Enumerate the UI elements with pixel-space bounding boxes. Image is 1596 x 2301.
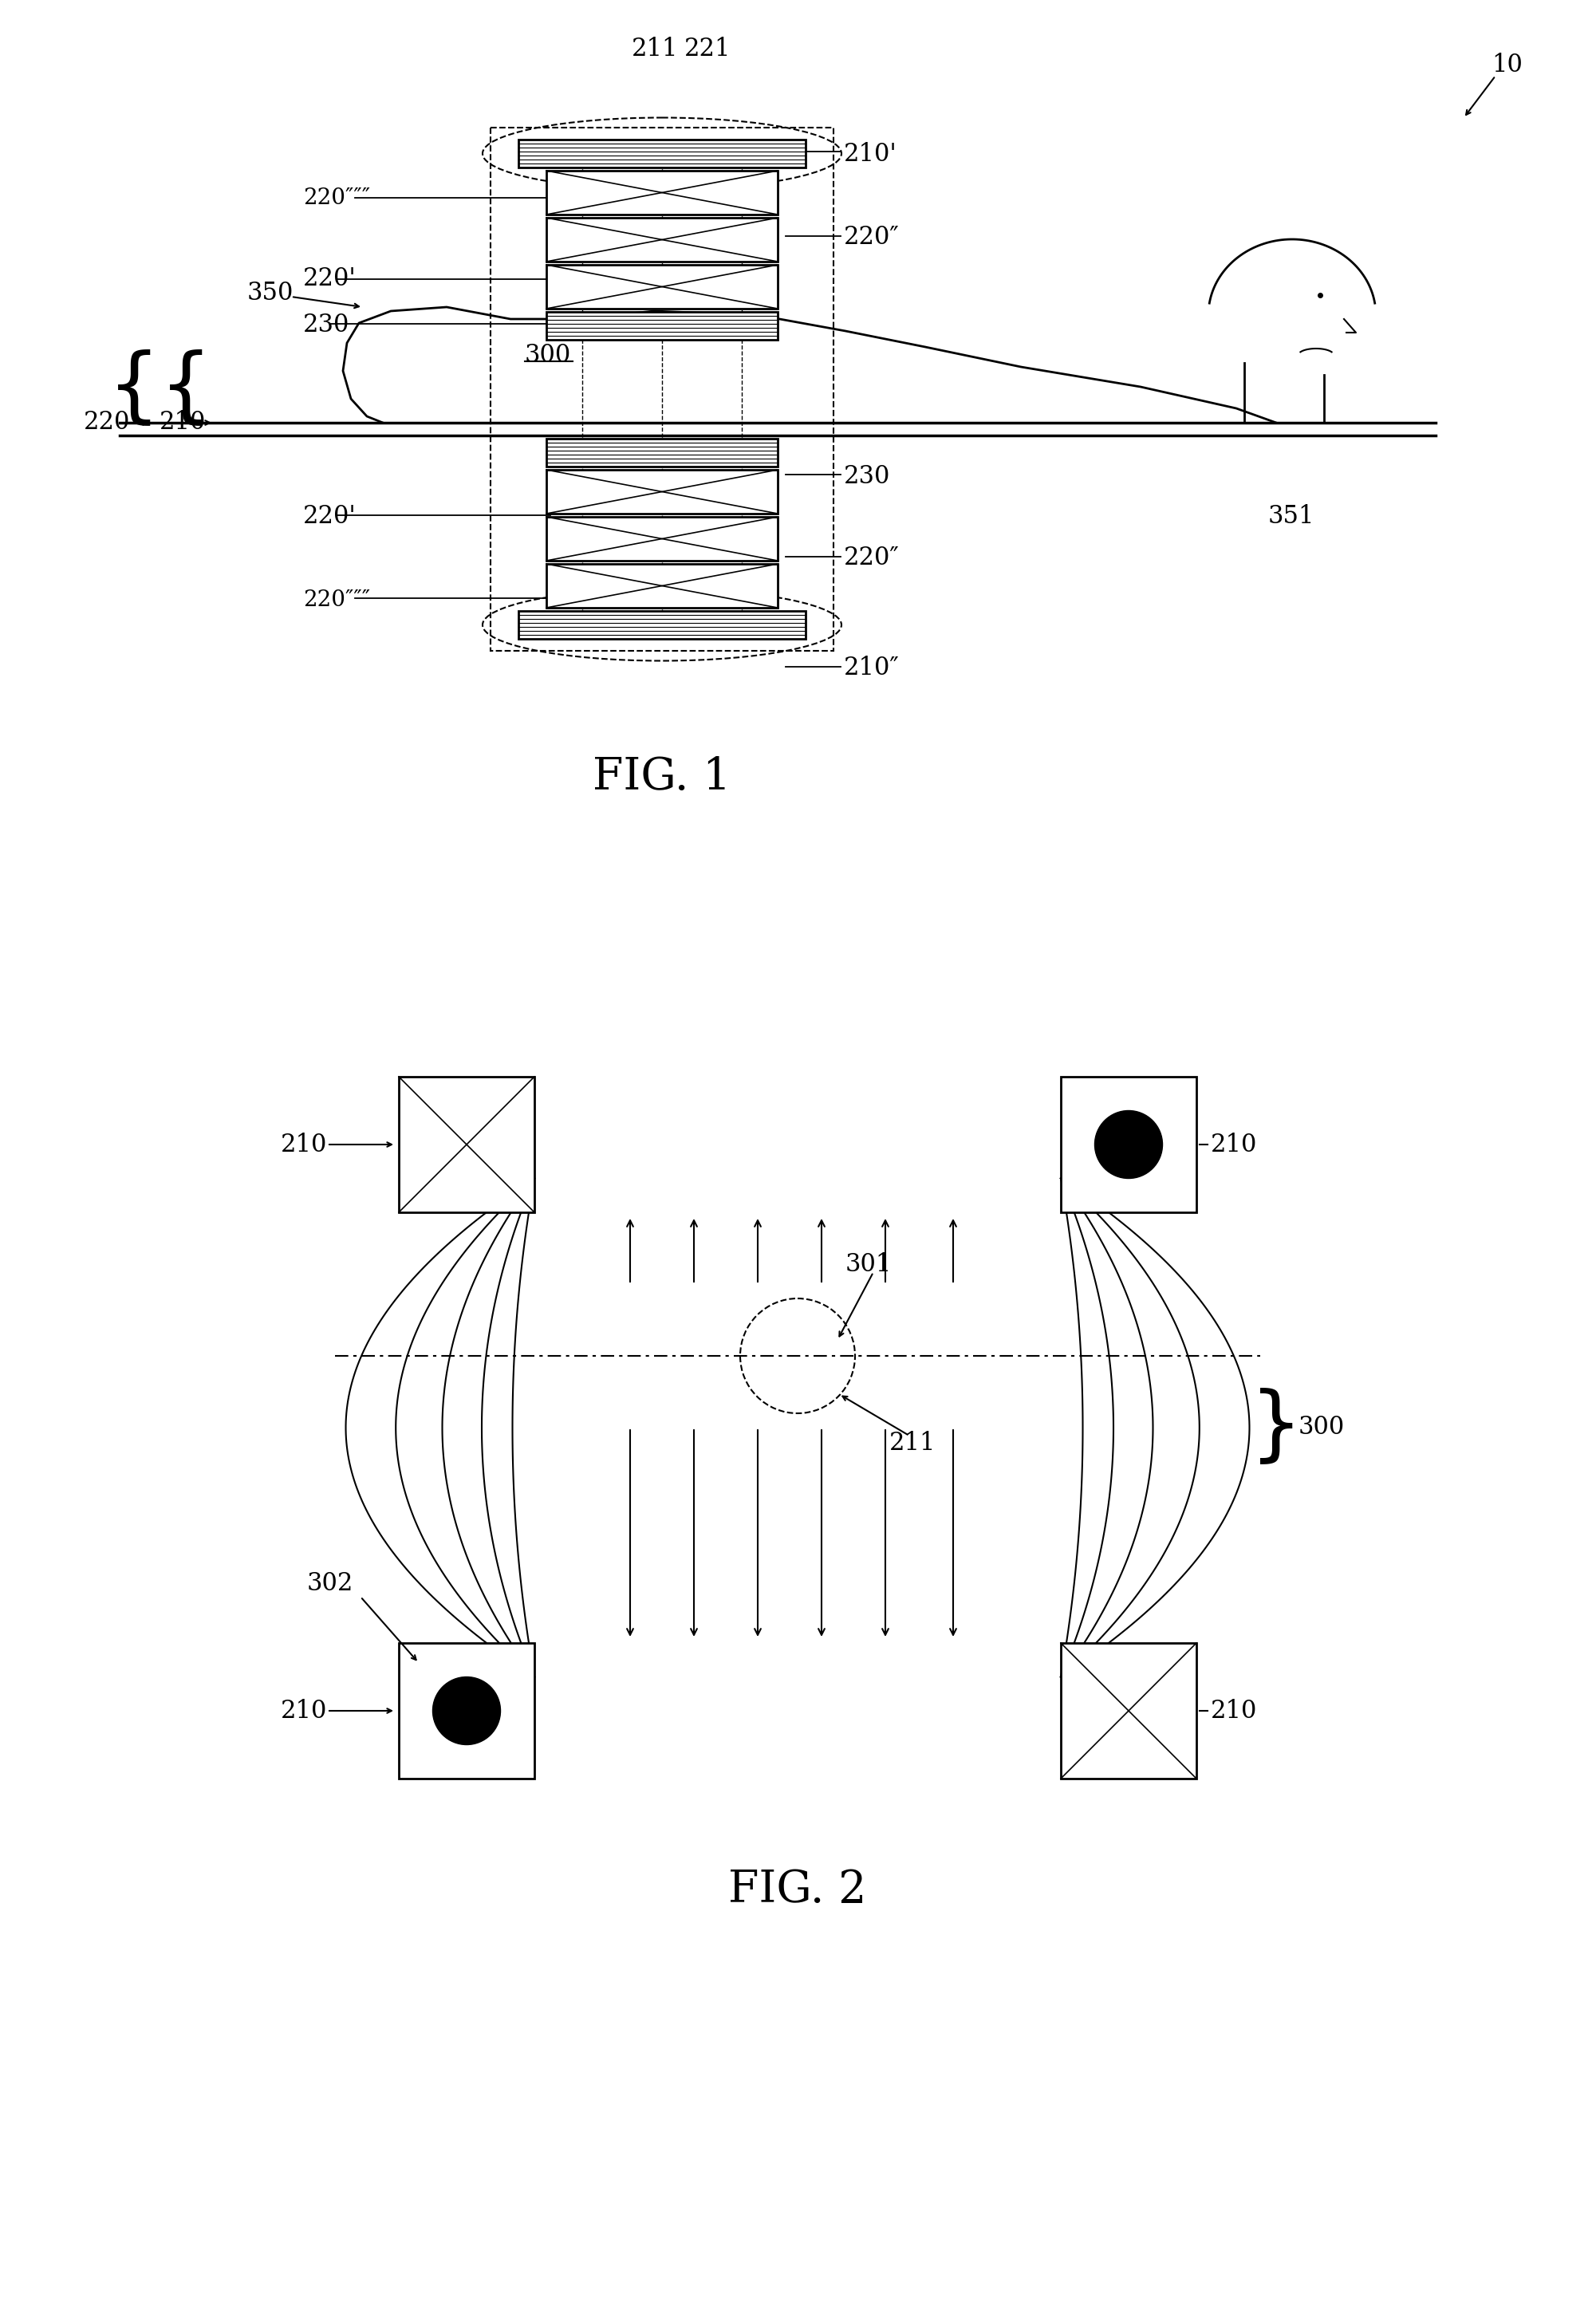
Text: 210': 210' bbox=[844, 143, 897, 166]
Text: FIG. 1: FIG. 1 bbox=[592, 755, 731, 798]
Text: 210: 210 bbox=[281, 1698, 327, 1723]
Bar bbox=[546, 518, 777, 561]
Text: 220″: 220″ bbox=[844, 545, 900, 571]
Text: 211: 211 bbox=[632, 37, 678, 62]
Text: 211: 211 bbox=[889, 1431, 935, 1457]
Text: 220″″″: 220″″″ bbox=[303, 589, 370, 610]
Bar bbox=[546, 170, 777, 214]
Bar bbox=[546, 265, 777, 308]
Text: 220': 220' bbox=[303, 267, 356, 292]
Bar bbox=[546, 469, 777, 513]
Bar bbox=[519, 612, 806, 640]
Text: 210: 210 bbox=[1211, 1132, 1258, 1157]
Circle shape bbox=[1095, 1111, 1162, 1178]
Text: FIG. 2: FIG. 2 bbox=[728, 1868, 867, 1912]
Text: 350: 350 bbox=[247, 281, 294, 306]
Text: 210: 210 bbox=[1211, 1698, 1258, 1723]
Text: 10: 10 bbox=[1492, 53, 1523, 78]
Bar bbox=[519, 140, 806, 168]
Bar bbox=[1061, 1643, 1197, 1779]
Text: 210: 210 bbox=[160, 410, 206, 435]
Bar bbox=[546, 313, 777, 341]
Bar bbox=[546, 564, 777, 607]
Text: 302: 302 bbox=[306, 1572, 354, 1595]
Text: 351: 351 bbox=[1269, 504, 1315, 529]
Bar bbox=[399, 1643, 535, 1779]
Text: {: { bbox=[107, 350, 161, 430]
Text: 230: 230 bbox=[303, 313, 350, 338]
Bar bbox=[490, 127, 833, 651]
Text: {: { bbox=[160, 350, 212, 430]
Text: 210″: 210″ bbox=[844, 656, 900, 681]
Text: 220': 220' bbox=[303, 504, 356, 529]
Text: 220″″″: 220″″″ bbox=[303, 186, 370, 209]
Bar bbox=[546, 219, 777, 262]
Text: 220: 220 bbox=[83, 410, 131, 435]
Bar bbox=[546, 439, 777, 467]
Text: 230: 230 bbox=[844, 465, 891, 488]
Bar bbox=[1061, 1077, 1197, 1213]
Text: 301: 301 bbox=[846, 1252, 892, 1277]
Text: 220″: 220″ bbox=[844, 225, 900, 251]
Text: }: } bbox=[1250, 1388, 1302, 1468]
Text: 210: 210 bbox=[281, 1132, 327, 1157]
Bar bbox=[399, 1077, 535, 1213]
Text: 221: 221 bbox=[685, 37, 731, 62]
Text: 300: 300 bbox=[525, 343, 571, 368]
Text: 300: 300 bbox=[1299, 1415, 1345, 1440]
Circle shape bbox=[433, 1677, 501, 1744]
